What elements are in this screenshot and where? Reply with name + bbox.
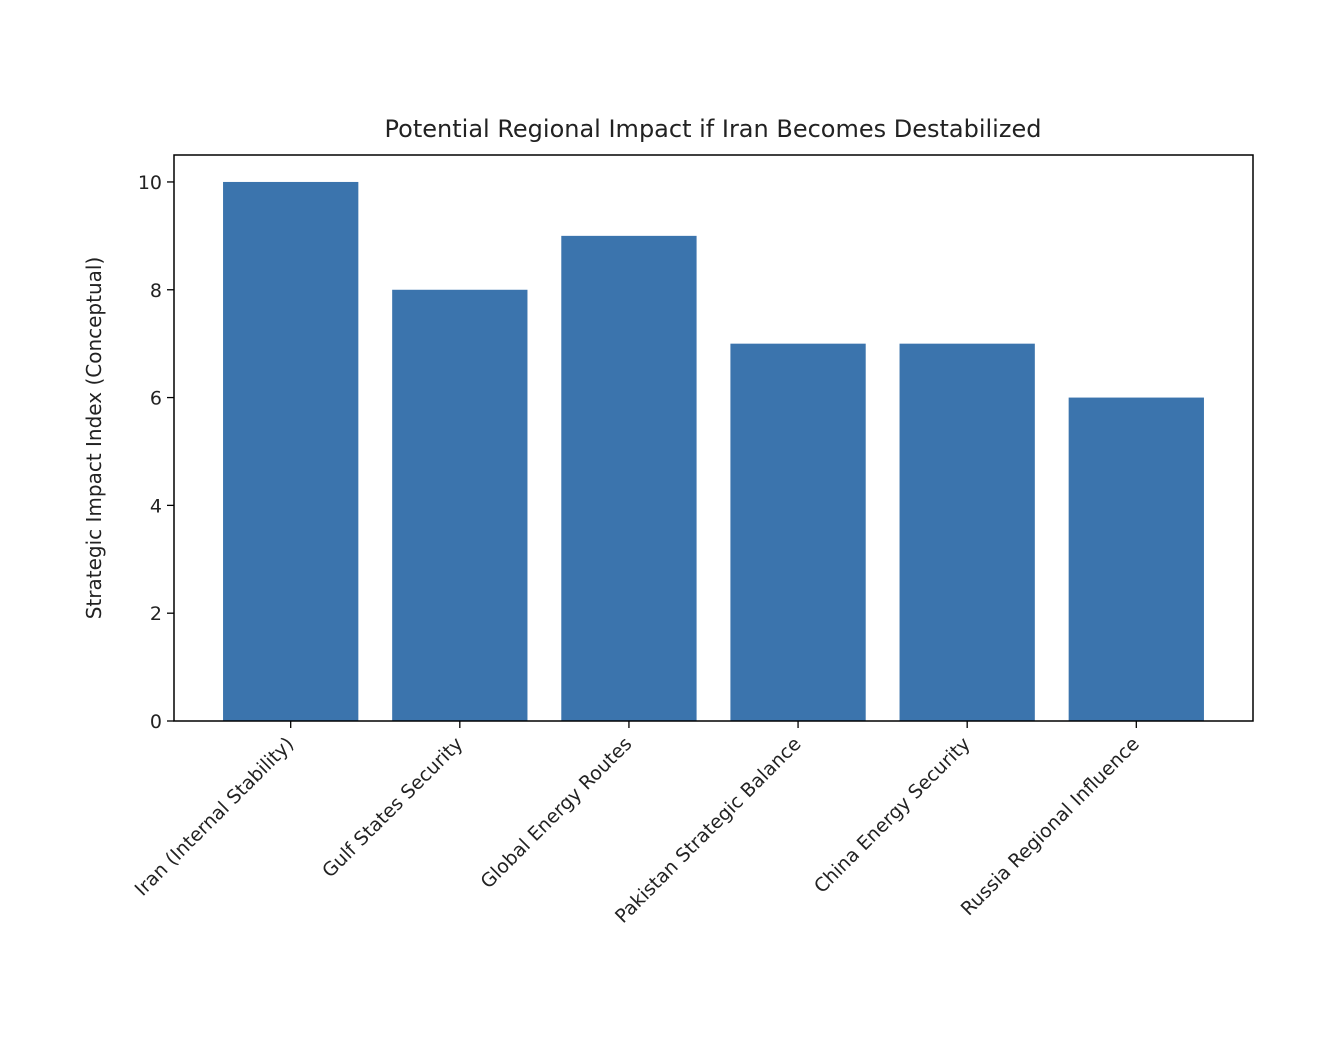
y-tick-label: 6 [150, 388, 162, 410]
x-tick-label: Global Energy Routes [476, 733, 636, 893]
x-tick-label: Russia Regional Influence [957, 733, 1144, 920]
plot-frame [173, 154, 1254, 722]
y-tick-label: 10 [138, 172, 162, 194]
x-tick-label: Gulf States Security [318, 733, 467, 882]
x-tick-label: Iran (Internal Stability) [131, 733, 299, 901]
y-tick-label: 2 [150, 603, 162, 625]
bar [561, 235, 697, 721]
x-tick-label: Pakistan Strategic Balance [611, 733, 806, 928]
y-tick-label: 8 [150, 280, 162, 302]
bar [730, 343, 866, 721]
y-tick-label: 4 [150, 495, 162, 517]
y-tick-label: 0 [150, 711, 162, 733]
x-tick-label: China Energy Security [810, 733, 975, 898]
chart-title: Potential Regional Impact if Iran Become… [385, 115, 1042, 143]
bar [899, 343, 1035, 721]
bar [392, 289, 528, 721]
bar [1068, 397, 1204, 721]
y-axis-label: Strategic Impact Index (Conceptual) [82, 257, 106, 620]
bar [223, 181, 359, 721]
